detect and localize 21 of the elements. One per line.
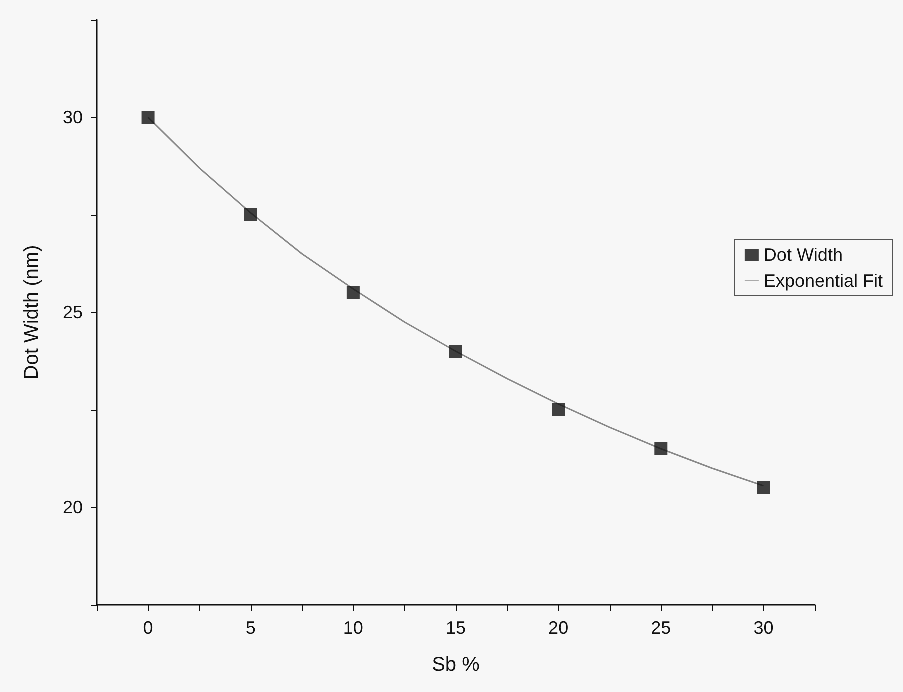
- y-tick-label: 20: [62, 498, 83, 518]
- y-axis-title: Dot Width (nm): [21, 245, 43, 380]
- point: [450, 345, 462, 358]
- legend-label: Exponential Fit: [764, 271, 884, 291]
- point: [654, 442, 668, 456]
- point: [346, 286, 360, 300]
- legend-label: Dot Width: [764, 245, 843, 265]
- point: [142, 111, 155, 124]
- y-tick-label: 25: [62, 302, 83, 322]
- x-tick-label: 20: [548, 618, 569, 638]
- x-tick-label: 30: [754, 618, 774, 638]
- point: [552, 404, 566, 416]
- point: [244, 208, 258, 222]
- x-tick-label: 5: [246, 618, 256, 638]
- point: [757, 482, 770, 494]
- x-axis-title: Sb %: [432, 654, 480, 676]
- x-tick-label: 15: [446, 618, 466, 638]
- x-tick-label: 10: [343, 618, 364, 638]
- x-tick-label: 25: [651, 618, 672, 638]
- y-tick-label: 30: [62, 108, 83, 128]
- x-tick-label: 0: [143, 618, 154, 638]
